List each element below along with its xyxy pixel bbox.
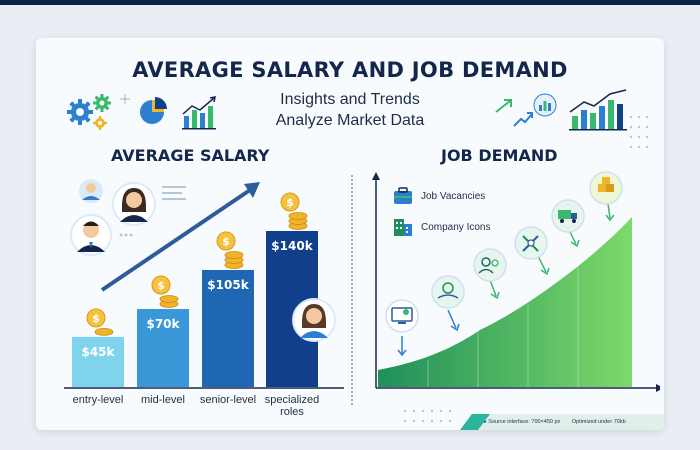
growth-chart-icon	[569, 89, 627, 131]
analytics-circle-icon	[533, 93, 557, 117]
dots-decor	[119, 233, 133, 237]
salary-bar-0	[72, 336, 124, 387]
dollar-coin-icon	[280, 192, 300, 212]
boxes-icon	[589, 171, 623, 205]
footer-optimized: Optimized under 70kb	[571, 419, 626, 425]
demand-area	[378, 217, 632, 387]
salary-bar-value-3: $140k	[271, 239, 313, 253]
coin-stack	[224, 251, 244, 259]
sparkle-icon	[120, 94, 130, 104]
dollar-coin-icon	[151, 275, 171, 295]
dollar-glyph: $	[92, 312, 100, 325]
salary-bar-value-1: $70k	[146, 317, 180, 331]
hand-coin-icon	[431, 275, 465, 309]
delivery-truck-icon	[551, 199, 585, 233]
trend-arrow-icon	[513, 112, 533, 127]
bottom-dot-decor	[403, 409, 452, 423]
dollar-glyph: $	[157, 279, 165, 292]
demand-section-title: JOB DEMAND	[441, 146, 558, 165]
woman-avatar-bottom	[292, 298, 336, 342]
job-demand-chart	[372, 171, 660, 392]
page-title: AVERAGE SALARY AND JOB DEMAND	[132, 58, 568, 82]
salary-bar-label-3: specialized roles	[264, 394, 320, 418]
legend-job-vacancies: Job Vacancies	[421, 191, 486, 202]
tools-icon	[514, 226, 548, 260]
man-avatar	[70, 214, 112, 256]
trend-arrow	[100, 188, 252, 292]
footer-bar: ▸ Source interface: 700×450 px Optimized…	[470, 414, 664, 430]
y-axis-arrow	[372, 172, 380, 180]
salary-bar-2	[202, 270, 254, 387]
computer-settings-icon	[385, 299, 419, 333]
briefcase-icon	[394, 187, 412, 204]
salary-section-title: AVERAGE SALARY	[111, 146, 270, 165]
salary-chart: $ $ $ $	[64, 182, 344, 389]
subtitle-line-2: Analyze Market Data	[275, 112, 425, 129]
coin-stack	[288, 212, 308, 220]
salary-bar-value-0: $45k	[81, 344, 115, 359]
salary-bar-value-2: $105k	[207, 278, 249, 292]
trend-arrow-head	[244, 182, 260, 198]
dollar-glyph: $	[286, 196, 294, 209]
dollar-coin-icon	[86, 308, 106, 328]
subtitle-line-1: Insights and Trends	[280, 91, 420, 108]
dollar-glyph: $	[222, 235, 230, 248]
person-avatar-small	[79, 179, 103, 203]
dollar-coin-icon	[216, 231, 236, 251]
salary-bar-1	[137, 309, 189, 387]
woman-avatar	[112, 182, 156, 226]
footer-source: ▸ Source interface: 700×450 px	[484, 419, 561, 425]
text-lines-decor	[162, 186, 186, 200]
building-icon	[394, 219, 412, 236]
bar-growth-icon	[182, 96, 216, 130]
coin-stack	[159, 295, 179, 303]
salary-bar-label-1: mid-level	[140, 394, 185, 406]
coin-stack	[94, 327, 114, 336]
small-arrow-icon	[495, 99, 512, 113]
pie-chart-icon	[140, 97, 167, 124]
dot-grid-decor	[629, 115, 649, 149]
gears-icon	[67, 94, 111, 130]
top-bar	[0, 0, 700, 5]
team-icon	[473, 248, 507, 282]
legend-company-icons: Company Icons	[421, 222, 491, 233]
salary-bar-label-2: senior-level	[199, 394, 257, 406]
x-axis-arrow	[656, 384, 660, 392]
salary-bar-label-0: entry-level	[72, 394, 124, 406]
section-divider	[351, 175, 353, 405]
